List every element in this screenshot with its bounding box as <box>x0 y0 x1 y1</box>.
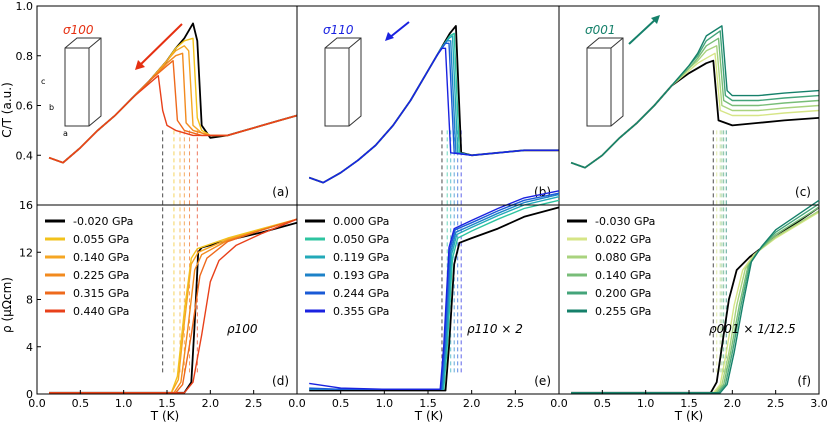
crystal-cube-icon <box>586 37 624 127</box>
inset-axis-label: b <box>49 103 54 112</box>
legend-label: 0.193 GPa <box>333 269 389 282</box>
legend-label: 0.140 GPa <box>73 251 129 264</box>
x-tick-label: 0.5 <box>72 397 90 410</box>
x-tick-label: 1.5 <box>158 397 176 410</box>
panel-e: 0.5 1.0 1.5 2.0 2.5 0.0(e)ρ110 × 20.000 GPa0.… <box>296 190 568 410</box>
y-tick-label: 1.0 <box>16 0 34 13</box>
x-tick-label: 2.5 <box>245 397 263 410</box>
panel-c: (c) σ001 <box>558 5 820 373</box>
inset-axis-label: c <box>41 77 45 86</box>
panel-label: (a) <box>272 185 289 199</box>
series-line <box>308 40 559 184</box>
x-tick-label: 3.0 <box>810 397 828 410</box>
legend-label: 0.022 GPa <box>595 233 651 246</box>
x-tick-label: 1.5 <box>419 397 437 410</box>
y-tick-label: 16 <box>19 199 33 212</box>
legend-label: -0.020 GPa <box>73 215 133 228</box>
bottom-y-axis-label: ρ (μΩcm) <box>0 277 14 333</box>
legend-label: 0.225 GPa <box>73 269 129 282</box>
series-line <box>48 37 298 164</box>
stress-title: σ001 <box>585 23 616 37</box>
legend-label: 0.055 GPa <box>73 233 129 246</box>
x-tick-label: 0.5 <box>594 397 612 410</box>
legend: -0.030 GPa 0.022 GPa 0.080 GPa 0.140 GPa 0.2… <box>567 215 655 318</box>
x-tick-label: 2.0 <box>463 397 481 410</box>
panel-d: 0 4 8 12 16 0.0 0.5 1.0 1.5 2.0 2.5 0.0 (d) ρ100 -0.02… <box>19 199 306 410</box>
panels: 0.40.60.81.0(a)σ100cba(b)σ110(c)σ0010481… <box>16 0 828 410</box>
x-tick-label: 0.0 <box>28 397 46 410</box>
series-line <box>308 35 559 184</box>
series-line <box>48 60 298 164</box>
legend-label: 0.080 GPa <box>595 251 651 264</box>
y-tick-label: 0.6 <box>16 100 34 113</box>
panel-label: (f) <box>797 374 811 388</box>
series-line <box>570 30 820 169</box>
legend-label: 0.440 GPa <box>73 305 129 318</box>
legend-label: 0.355 GPa <box>333 305 389 318</box>
stress-arrow-icon <box>385 21 410 41</box>
resistivity-annotation: ρ100 <box>227 322 258 336</box>
y-tick-label: 0 <box>26 388 33 401</box>
inset-axis-label: a <box>63 129 68 138</box>
series-line <box>48 74 298 164</box>
x-tick-label: 1.0 <box>637 397 655 410</box>
x-tick-label: 0.0 <box>288 397 306 410</box>
series-line <box>570 59 820 169</box>
crystal-cube-icon <box>64 37 102 127</box>
legend: -0.020 GPa 0.055 GPa 0.140 GPa 0.225 GPa 0.3… <box>45 215 133 318</box>
resistivity-annotation: ρ110 × 2 <box>467 322 523 336</box>
x-tick-label: 2.5 <box>767 397 785 410</box>
panel-f: 0.5 1.0 1.5 2.0 2.5 3.0 (f) ρ001 × 1/12.5 -0.030… <box>558 199 828 410</box>
x-tick-label: 2.5 <box>507 397 525 410</box>
legend-label: 0.050 GPa <box>333 233 389 246</box>
legend-label: 0.140 GPa <box>595 269 651 282</box>
series-line <box>49 218 298 394</box>
y-tick-label: 12 <box>19 246 33 259</box>
y-tick-label: 8 <box>26 294 33 307</box>
x-axis-label-middle: T (K) <box>414 409 443 423</box>
y-tick-label: 4 <box>26 341 33 354</box>
stress-title: σ110 <box>323 23 354 37</box>
stress-title: σ100 <box>63 23 94 37</box>
legend-label: 0.119 GPa <box>333 251 389 264</box>
x-tick-label: 1.0 <box>115 397 133 410</box>
legend-label: 0.244 GPa <box>333 287 389 300</box>
series-line <box>308 47 559 184</box>
series-line <box>571 199 820 394</box>
panel-label: (d) <box>272 374 289 388</box>
series-line <box>308 42 559 184</box>
x-tick-label: 0.5 <box>332 397 350 410</box>
legend: 0.000 GPa 0.050 GPa 0.119 GPa 0.193 GPa 0.24… <box>305 215 389 318</box>
x-axis-label-right: T (K) <box>674 409 703 423</box>
y-tick-label: 0.8 <box>16 50 34 63</box>
series-line <box>570 25 820 169</box>
top-y-axis-label: C/T (a.u.) <box>0 82 14 138</box>
panel-label: (e) <box>534 374 551 388</box>
stress-arrow-icon <box>135 23 183 70</box>
series-line <box>309 190 560 390</box>
panel-a: 0.4 0.6 0.8 1.0 (a) σ100 c b a <box>16 0 298 373</box>
resistivity-annotation: ρ001 × 1/12.5 <box>709 322 796 336</box>
series-line <box>309 206 560 392</box>
x-axis-label-left: T (K) <box>150 409 179 423</box>
x-tick-label: 2.0 <box>202 397 220 410</box>
legend-label: 0.315 GPa <box>73 287 129 300</box>
x-tick-label: 1.0 <box>376 397 394 410</box>
series-line <box>308 32 559 184</box>
crystal-cube-icon <box>324 37 362 127</box>
panel-label: (c) <box>795 185 811 199</box>
x-tick-label: 0.0 <box>550 397 568 410</box>
x-tick-label: 1.5 <box>680 397 698 410</box>
y-tick-label: 0.4 <box>16 149 34 162</box>
legend-label: -0.030 GPa <box>595 215 655 228</box>
series-line <box>308 24 559 184</box>
x-tick-label: 2.0 <box>724 397 742 410</box>
stress-arrow-icon <box>628 15 660 45</box>
legend-label: 0.255 GPa <box>595 305 651 318</box>
legend-label: 0.000 GPa <box>333 215 389 228</box>
legend-label: 0.200 GPa <box>595 287 651 300</box>
